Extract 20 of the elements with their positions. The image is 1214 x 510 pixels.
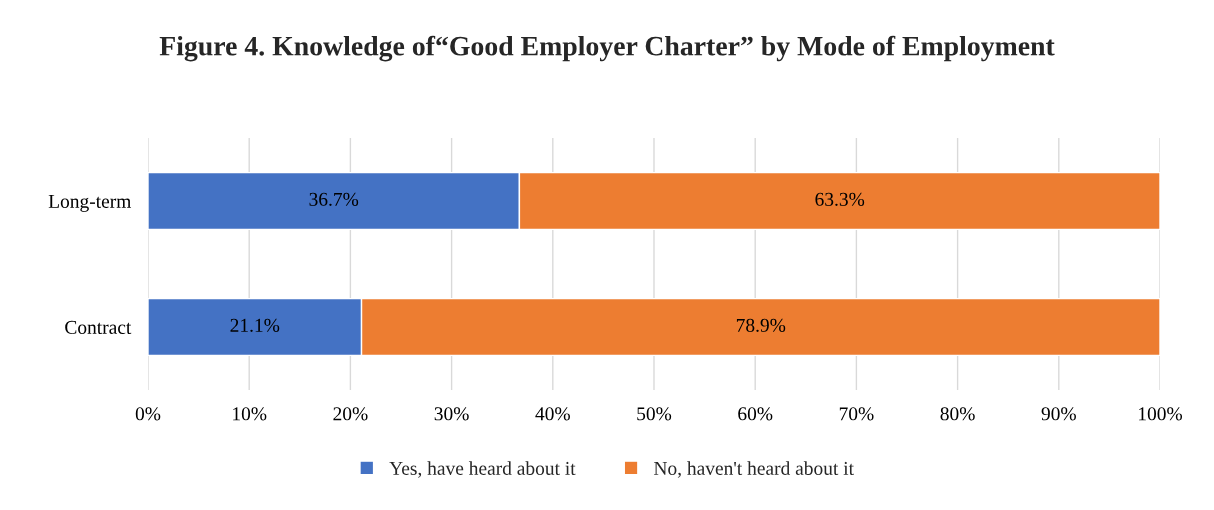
legend-label: No, haven't heard about it xyxy=(653,461,854,478)
data-label: 78.9% xyxy=(736,318,786,332)
data-label: 36.7% xyxy=(309,192,359,206)
x-tick-label: 90% xyxy=(1041,407,1076,421)
data-label: 21.1% xyxy=(230,318,280,332)
data-label: 63.3% xyxy=(815,192,865,206)
x-tick-label: 40% xyxy=(535,407,570,421)
y-tick-label: Contract xyxy=(65,320,132,334)
chart-title: Figure 4. Knowledge of“Good Employer Charter” by Mode of Employment xyxy=(159,35,1055,62)
x-tick-label: 80% xyxy=(940,407,975,421)
x-tick-label: 20% xyxy=(333,407,368,421)
x-tick-label: 60% xyxy=(738,407,773,421)
x-tick-label: 30% xyxy=(434,407,469,421)
x-tick-label: 70% xyxy=(839,407,874,421)
x-tick-label: 50% xyxy=(637,407,672,421)
x-tick-label: 0% xyxy=(135,407,161,421)
x-tick-label: 100% xyxy=(1139,407,1183,421)
x-tick-label: 10% xyxy=(233,407,267,421)
legend-label: Yes, have heard about it xyxy=(389,461,576,478)
y-tick-label: Long-term xyxy=(48,194,132,212)
